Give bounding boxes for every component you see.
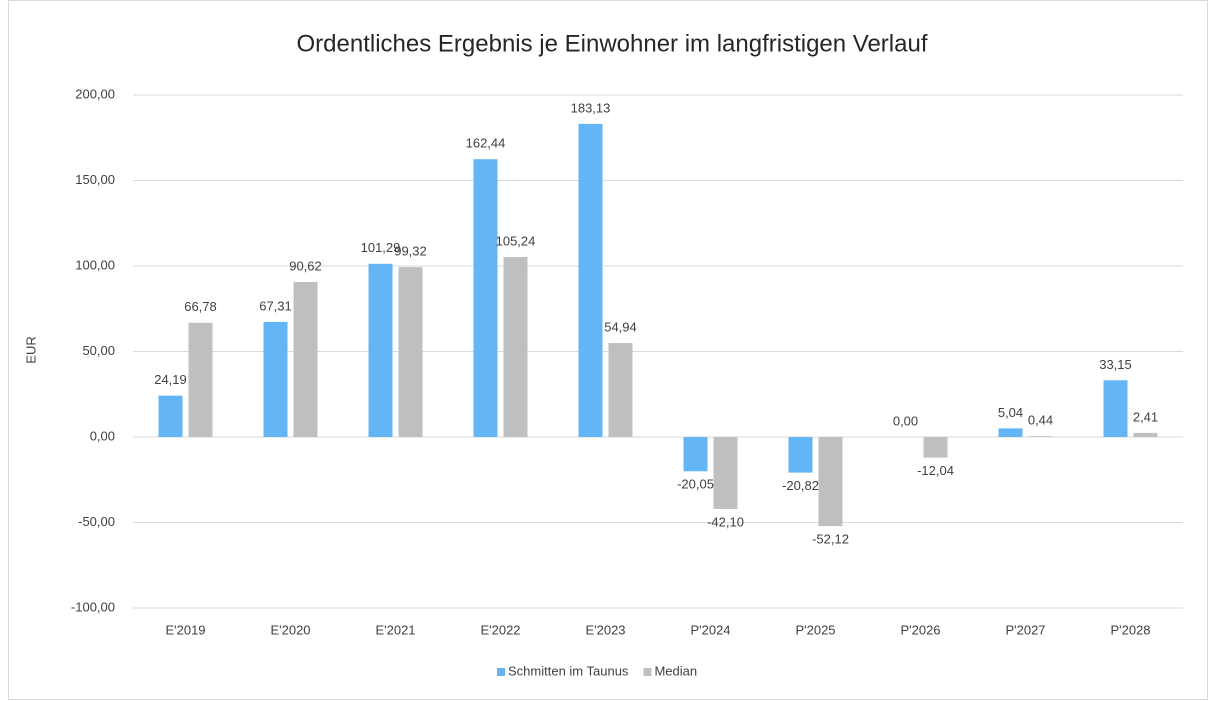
chart-title: Ordentliches Ergebnis je Einwohner im la… <box>297 30 928 57</box>
data-label: -42,10 <box>707 514 744 529</box>
data-label: 54,94 <box>604 319 637 334</box>
bar <box>998 428 1023 437</box>
data-label: 183,13 <box>571 100 611 115</box>
bar <box>788 437 813 473</box>
legend-swatch <box>643 668 652 676</box>
bar <box>1133 432 1158 437</box>
bar <box>263 321 288 437</box>
bar <box>503 257 528 437</box>
data-label: 0,00 <box>893 413 918 428</box>
bar <box>1028 436 1053 437</box>
data-label: 101,29 <box>361 240 401 255</box>
x-tick-label: P'2026 <box>900 622 940 637</box>
x-tick-label: E'2019 <box>165 622 205 637</box>
bar <box>1103 380 1128 437</box>
bar <box>608 343 633 437</box>
data-label: 0,44 <box>1028 413 1053 428</box>
data-label: -20,05 <box>677 477 714 492</box>
x-tick-label: P'2028 <box>1110 622 1150 637</box>
legend-label: Median <box>654 663 697 678</box>
y-tick-label: 200,00 <box>75 86 115 101</box>
bar <box>713 437 738 509</box>
data-label: 162,44 <box>466 136 506 151</box>
x-tick-label: E'2023 <box>585 622 625 637</box>
bar <box>158 395 183 437</box>
data-label: -52,12 <box>812 532 849 547</box>
x-tick-label: P'2024 <box>690 622 730 637</box>
bar <box>188 322 213 437</box>
x-tick-label: E'2021 <box>375 622 415 637</box>
bar <box>293 282 318 437</box>
data-label: 5,04 <box>998 405 1023 420</box>
x-tick-label: P'2025 <box>795 622 835 637</box>
bar <box>473 159 498 437</box>
data-label: 67,31 <box>259 298 292 313</box>
x-tick-label: E'2022 <box>480 622 520 637</box>
bar <box>923 437 948 458</box>
x-tick-label: P'2027 <box>1005 622 1045 637</box>
y-tick-label: 100,00 <box>75 257 115 272</box>
legend-swatch <box>497 668 505 676</box>
data-label: 2,41 <box>1133 409 1158 424</box>
data-label: 90,62 <box>289 258 322 273</box>
y-tick-label: 150,00 <box>75 172 115 187</box>
bar <box>683 437 708 472</box>
legend-label: Schmitten im Taunus <box>508 663 629 678</box>
bar <box>818 437 843 527</box>
bar <box>578 123 603 437</box>
data-label: 105,24 <box>496 233 536 248</box>
data-label: 33,15 <box>1099 357 1132 372</box>
y-tick-label: -50,00 <box>78 514 115 529</box>
data-label: 24,19 <box>154 372 187 387</box>
data-label: -12,04 <box>917 463 954 478</box>
y-tick-label: 50,00 <box>82 343 115 358</box>
x-tick-label: E'2020 <box>270 622 310 637</box>
data-label: 99,32 <box>394 244 427 259</box>
data-label: -20,82 <box>782 478 819 493</box>
data-label: 66,78 <box>184 299 217 314</box>
y-tick-label: 0,00 <box>90 428 115 443</box>
bar <box>368 263 393 437</box>
y-tick-label: -100,00 <box>71 599 115 614</box>
bar <box>398 267 423 437</box>
y-axis-label: EUR <box>23 336 38 363</box>
